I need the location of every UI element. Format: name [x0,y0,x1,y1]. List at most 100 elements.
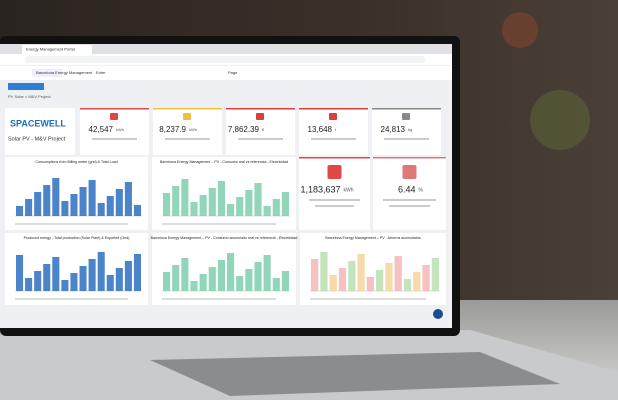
chart-shape [245,269,253,291]
chart-shape [311,259,319,291]
chart-title: Barcelona Energy Management – PV - Consu… [160,160,288,164]
logo: SPACEWELL [10,118,66,128]
tab-title: Energy Management Portal [26,47,75,52]
chart-shape [227,204,235,216]
chart-shape [208,188,216,216]
chart-shape [88,259,96,291]
chart-shape [366,277,374,291]
kpi-icon [402,113,410,120]
chart-shape [163,272,171,291]
chart-title: Produced energy - Total production (Sola… [24,236,130,240]
chart-panel [5,233,148,305]
chart-title: Consumptions from Billing meter (grid) &… [35,160,117,164]
kpi-icon [329,113,337,120]
big-detail [315,205,354,207]
chart-shape [181,258,189,291]
chart-shape [79,187,87,216]
tab-bar [0,44,452,54]
big-icon [402,165,417,179]
chart-shape [172,186,180,216]
chart-shape [190,281,198,291]
kpi-icon [110,113,118,120]
chart-title: Barcelona Energy Management – PV - Consu… [151,236,298,240]
chart-shape [272,278,280,291]
kpi-accent [153,108,222,110]
chart-legend [15,298,128,300]
chart-shape [357,254,365,291]
chart-shape [70,194,78,216]
chart-title: Barcelona Energy Management – PV - Ahorr… [325,236,420,240]
breadcrumb: PV Solar > M&V Project [8,94,51,99]
big-unit: kWh [344,187,354,193]
site-name[interactable]: Barcelona Energy Management [36,70,93,75]
kpi-accent [372,108,441,110]
chart-shape [245,190,253,216]
chart-legend [162,298,276,300]
chart-shape [34,271,42,291]
chart-shape [376,270,384,291]
big-accent [299,157,370,159]
chart-shape [163,193,171,216]
logo-panel [5,108,75,155]
kpi-accent [80,108,149,110]
chart-shape [281,271,289,291]
chart-shape [133,254,141,291]
chart-shape [254,262,262,291]
chart-shape [199,274,207,291]
app-toolbar [0,66,452,80]
kpi-detail [165,138,210,140]
chart-shape [97,252,105,291]
chart-shape [263,206,271,216]
page-picker[interactable]: Page [228,70,238,75]
dashboard-button[interactable] [8,83,44,90]
chart-shape [52,178,60,216]
url-field [25,56,425,63]
kpi-unit: kWh [189,127,197,132]
bokeh [530,90,590,150]
chart-shape [394,256,402,291]
chart-shape [34,192,42,216]
chart-shape [338,268,347,291]
chart-shape [25,199,33,216]
chart-shape [281,192,289,216]
chart-shape [43,264,51,291]
chart-shape [124,261,132,291]
chart-legend [162,223,276,225]
chart-legend [15,223,128,225]
big-icon [327,165,342,179]
kpi-value: 42,547 [89,125,114,134]
chart-shape [115,268,123,291]
project-title: Solar PV - M&V Project [8,136,66,142]
chart-shape [208,267,216,291]
search[interactable]: Enter [96,70,106,75]
chart-shape [329,275,337,291]
chart-shape [124,182,132,216]
kpi-value: 24,813 [381,125,406,134]
chart-shape [263,255,271,291]
chart-legend [310,298,426,300]
chart-shape [217,181,225,216]
keyboard [150,352,560,396]
kpi-unit: € [262,127,265,132]
chat-button[interactable] [433,309,443,319]
chart-shape [97,203,105,216]
kpi-detail [238,138,283,140]
chart-shape [106,196,114,216]
chart-shape [52,257,60,291]
bokeh [502,12,538,48]
kpi-detail [384,138,429,140]
chart-shape [79,266,87,291]
big-value: 6.44 [398,184,416,194]
chart-shape [272,199,280,216]
chart-shape [217,260,225,291]
chart-shape [61,201,69,216]
chart-shape [88,180,96,216]
chart-shape [236,276,244,291]
big-unit: % [419,187,424,193]
tab [22,45,92,54]
site-picker [32,69,62,77]
kpi-accent [299,108,368,110]
chart-shape [106,275,114,291]
kpi-detail [311,138,356,140]
